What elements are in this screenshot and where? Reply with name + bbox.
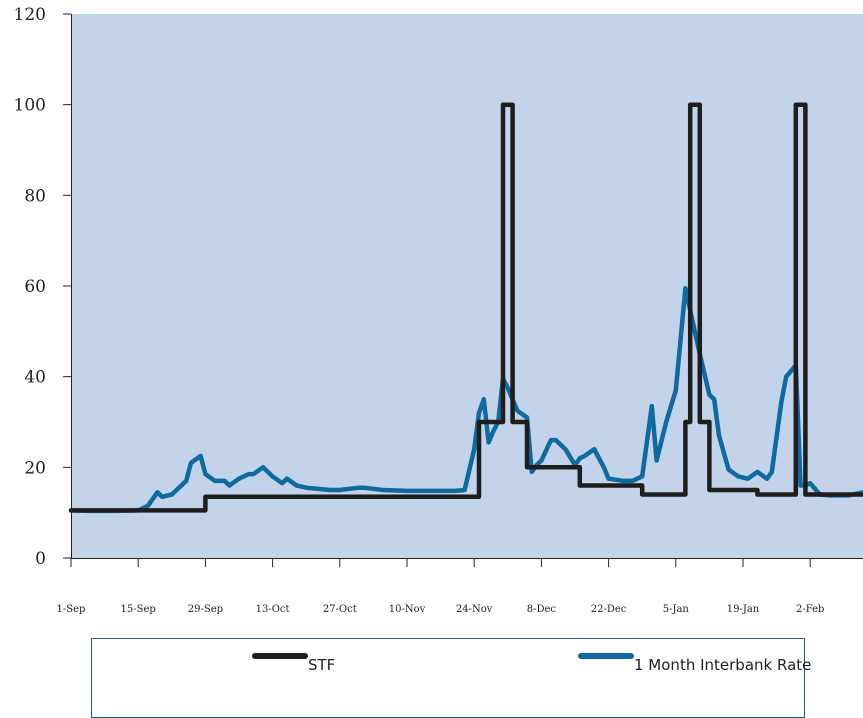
x-tick-label: 1-Sep bbox=[57, 604, 86, 615]
series-line-stf bbox=[68, 102, 863, 513]
y-ticks: 0 20 40 60 80 100 120 bbox=[14, 5, 71, 569]
y-tick-label: 80 bbox=[24, 186, 46, 206]
legend: STF 1 Month Interbank Rate bbox=[91, 638, 811, 718]
x-ticks: 1-Sep 15-Sep 29-Sep 13-Oct 27-Oct 10-Nov 24-No… bbox=[57, 558, 824, 615]
y-tick-label: 20 bbox=[24, 458, 46, 478]
y-tick-label: 60 bbox=[24, 277, 46, 297]
x-tick-label: 27-Oct bbox=[323, 604, 357, 615]
x-tick-label: 15-Sep bbox=[121, 604, 156, 615]
legend-swatch-stf bbox=[252, 653, 308, 659]
x-tick-label: 5-Jan bbox=[663, 604, 690, 615]
x-tick-label: 29-Sep bbox=[188, 604, 223, 615]
y-tick-label: 120 bbox=[14, 5, 46, 25]
y-tick-label: 40 bbox=[24, 368, 46, 388]
legend-label-stf: STF bbox=[308, 656, 336, 674]
y-tick-label: 100 bbox=[14, 96, 46, 116]
legend-label-interbank: 1 Month Interbank Rate bbox=[634, 656, 812, 674]
x-tick-label: 22-Dec bbox=[591, 604, 627, 615]
x-tick-label: 2-Feb bbox=[796, 604, 824, 615]
x-tick-label: 8-Dec bbox=[527, 604, 557, 615]
x-tick-label: 24-Nov bbox=[456, 604, 493, 615]
series-layer bbox=[68, 102, 863, 514]
legend-swatch-interbank bbox=[578, 653, 634, 659]
x-tick-label: 13-Oct bbox=[256, 604, 290, 615]
x-tick-label: 10-Nov bbox=[389, 604, 426, 615]
y-tick-label: 0 bbox=[35, 549, 46, 569]
x-tick-label: 19-Jan bbox=[727, 604, 760, 615]
